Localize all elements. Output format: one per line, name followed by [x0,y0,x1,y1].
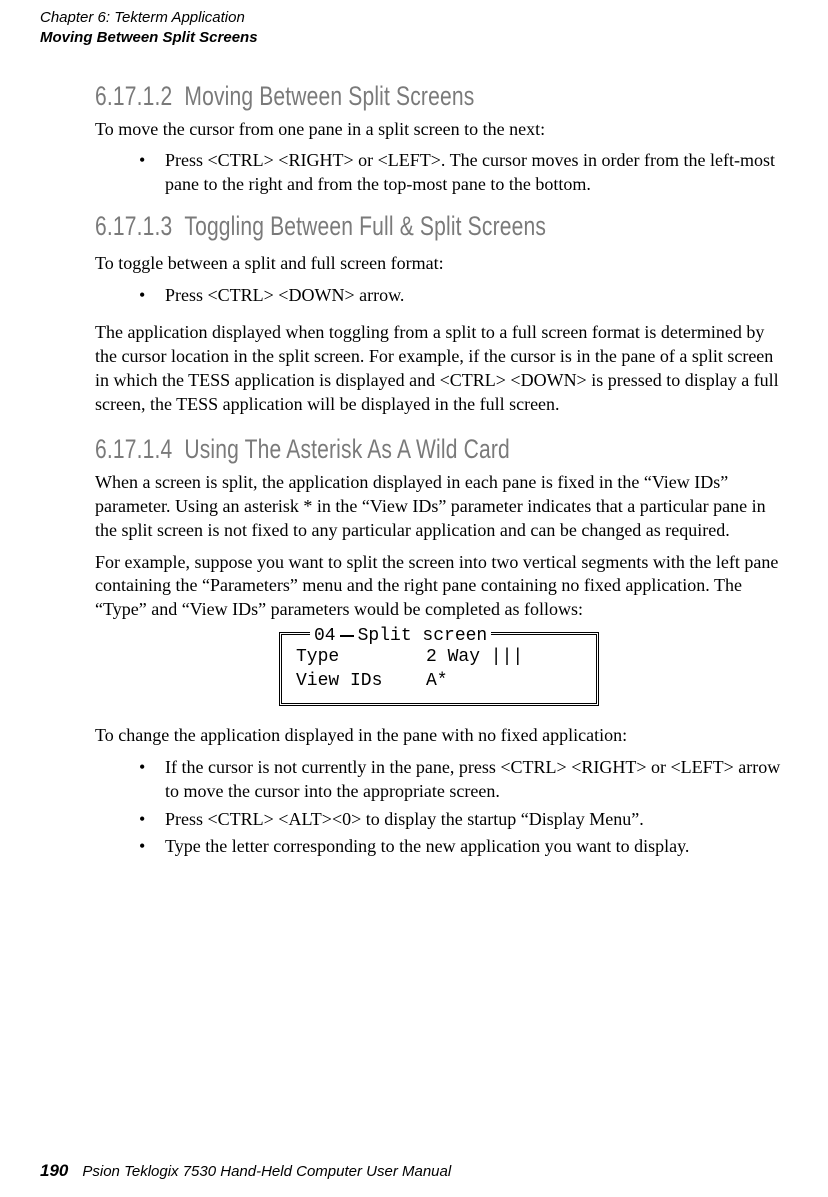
bullet-list-1: Press <CTRL> <RIGHT> or <LEFT>. The curs… [95,149,783,197]
heading-asterisk: 6.17.1.4 Using The Asterisk As A Wild Ca… [95,434,632,465]
heading-number: 6.17.1.2 [95,81,172,111]
heading-number: 6.17.1.4 [95,434,172,464]
page: Chapter 6: Tekterm Application Moving Be… [0,0,828,859]
footer: 190 Psion Teklogix 7530 Hand-Held Comput… [40,1161,788,1181]
heading-title: Using The Asterisk As A Wild Card [184,434,509,464]
legend-text: Split screen [358,624,488,648]
box-row: View IDs A* [296,669,582,693]
list-item: Press <CTRL> <RIGHT> or <LEFT>. The curs… [139,149,783,197]
para-explain-2: The application displayed when toggling … [95,321,783,416]
list-item: Press <CTRL> <DOWN> arrow. [139,284,783,308]
box-val: A* [426,669,582,693]
list-item: Press <CTRL> <ALT><0> to display the sta… [139,808,783,832]
section-label: Moving Between Split Screens [40,28,788,48]
heading-moving-between: 6.17.1.2 Moving Between Split Screens [95,81,632,112]
para-intro-2: To toggle between a split and full scree… [95,252,783,276]
chapter-label: Chapter 6: Tekterm Application [40,8,788,28]
legend-dash-icon [340,635,354,637]
bullet-list-2: Press <CTRL> <DOWN> arrow. [95,284,783,308]
heading-toggling: 6.17.1.3 Toggling Between Full & Split S… [95,211,632,242]
box-key: Type [296,645,426,669]
para-asterisk-1: When a screen is split, the application … [95,471,783,542]
heading-title: Moving Between Split Screens [184,81,474,111]
legend-num: 04 [314,624,336,648]
page-number: 190 [40,1161,68,1181]
box-val: 2 Way ||| [426,645,582,669]
para-intro-1: To move the cursor from one pane in a sp… [95,118,783,142]
box-row: Type 2 Way ||| [296,645,582,669]
box-key: View IDs [296,669,426,693]
heading-number: 6.17.1.3 [95,211,172,241]
list-item: Type the letter corresponding to the new… [139,835,783,859]
para-asterisk-2: For example, suppose you want to split t… [95,551,783,622]
heading-title: Toggling Between Full & Split Screens [184,211,546,241]
box-legend: 04 Split screen [310,624,491,648]
bullet-list-3: If the cursor is not currently in the pa… [95,756,783,859]
footer-text: Psion Teklogix 7530 Hand-Held Computer U… [82,1163,451,1180]
code-box-wrap: 04 Split screen Type 2 Way ||| View IDs … [95,632,783,707]
list-item: If the cursor is not currently in the pa… [139,756,783,804]
content-area: 6.17.1.2 Moving Between Split Screens To… [40,49,788,860]
running-head: Chapter 6: Tekterm Application Moving Be… [40,0,788,49]
para-asterisk-3: To change the application displayed in t… [95,724,783,748]
split-screen-box: 04 Split screen Type 2 Way ||| View IDs … [279,632,599,707]
